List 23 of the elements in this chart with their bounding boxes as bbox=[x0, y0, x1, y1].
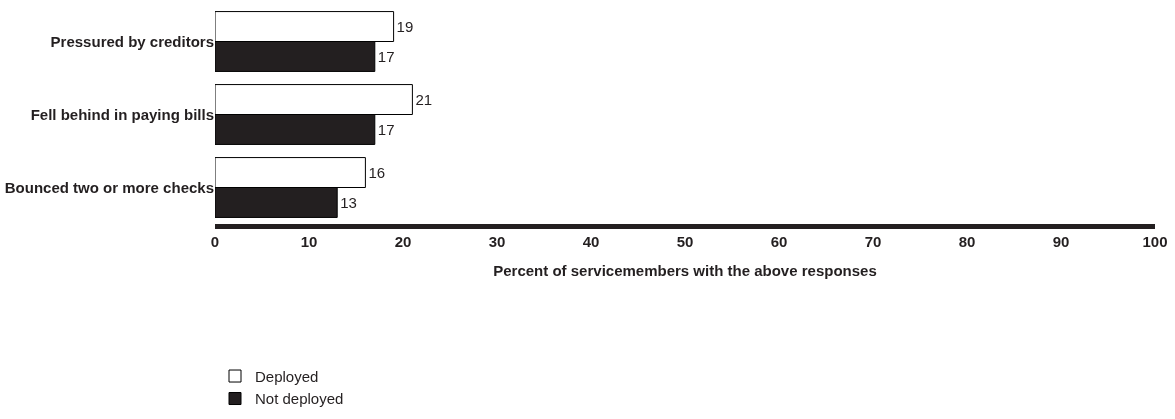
data-label: 21 bbox=[415, 91, 433, 109]
legend-label: Not deployed bbox=[255, 390, 344, 408]
data-label: 13 bbox=[340, 193, 357, 211]
y-tick-label: Bounced two or more checks bbox=[4, 178, 214, 196]
x-tick-label: 30 bbox=[488, 233, 506, 250]
x-tick-label: 10 bbox=[300, 233, 318, 250]
x-tick-label: 90 bbox=[1052, 233, 1070, 250]
x-tick-label: 70 bbox=[864, 233, 882, 250]
x-axis-title: Percent of servicemembers with the above responses bbox=[493, 262, 877, 279]
data-label: 16 bbox=[368, 164, 386, 182]
x-tick-label: 50 bbox=[676, 233, 694, 250]
data-label: 17 bbox=[377, 120, 395, 138]
x-tick-label: 0 bbox=[210, 233, 220, 250]
x-tick-label: 80 bbox=[958, 233, 976, 250]
x-tick-label: 60 bbox=[770, 233, 788, 250]
x-tick-label: 100 bbox=[1142, 233, 1168, 250]
data-label: 19 bbox=[396, 18, 414, 36]
x-tick-label: 20 bbox=[394, 233, 412, 250]
legend-label: Deployed bbox=[255, 367, 319, 385]
data-label: 17 bbox=[377, 47, 395, 65]
y-tick-label: Fell behind in paying bills bbox=[30, 105, 214, 123]
x-tick-label: 40 bbox=[582, 233, 600, 250]
y-tick-label: Pressured by creditors bbox=[50, 32, 214, 50]
